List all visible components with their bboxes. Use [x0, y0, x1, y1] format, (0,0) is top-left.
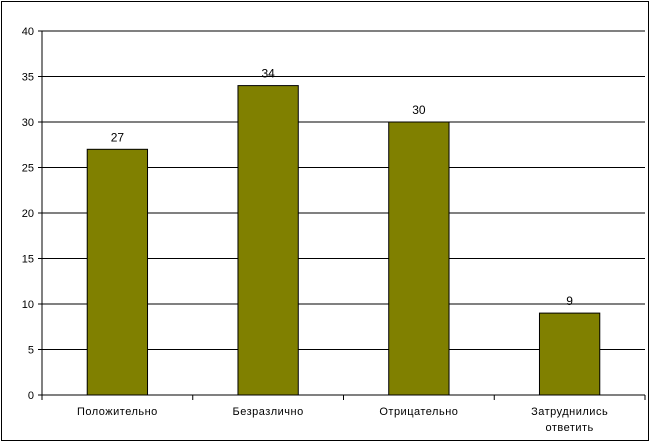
y-tick-label: 10: [22, 299, 34, 311]
bar: [388, 121, 450, 396]
data-labels: 27 34 30 9: [111, 67, 574, 309]
x-tick-label: Безразлично: [233, 406, 304, 418]
data-label: 27: [111, 130, 125, 144]
data-label: 9: [566, 294, 573, 308]
y-tick-labels: 0 5 10 15 20 25 30 35 40: [22, 26, 34, 402]
data-label: 30: [412, 103, 426, 117]
y-tick-label: 20: [22, 208, 34, 220]
y-tick-label: 5: [28, 345, 34, 357]
bar: [538, 312, 601, 396]
bar: [237, 85, 299, 396]
y-tick-label: 15: [22, 254, 34, 266]
y-tick-label: 0: [28, 390, 34, 402]
bars: [86, 85, 601, 396]
x-tick-labels: Положительно Безразлично Отрицательно Затру…: [77, 406, 608, 434]
x-tick-label: ответить: [545, 422, 593, 434]
y-tick-label: 40: [22, 26, 34, 38]
data-label: 34: [261, 67, 275, 81]
x-tick-label: Положительно: [77, 406, 158, 418]
y-tick-label: 30: [22, 117, 34, 129]
y-tick-label: 35: [22, 72, 34, 84]
y-tick-label: 25: [22, 163, 34, 175]
x-tick-label: Отрицательно: [379, 406, 458, 418]
x-tick-label: Затруднились: [531, 406, 608, 418]
bar: [86, 148, 149, 396]
